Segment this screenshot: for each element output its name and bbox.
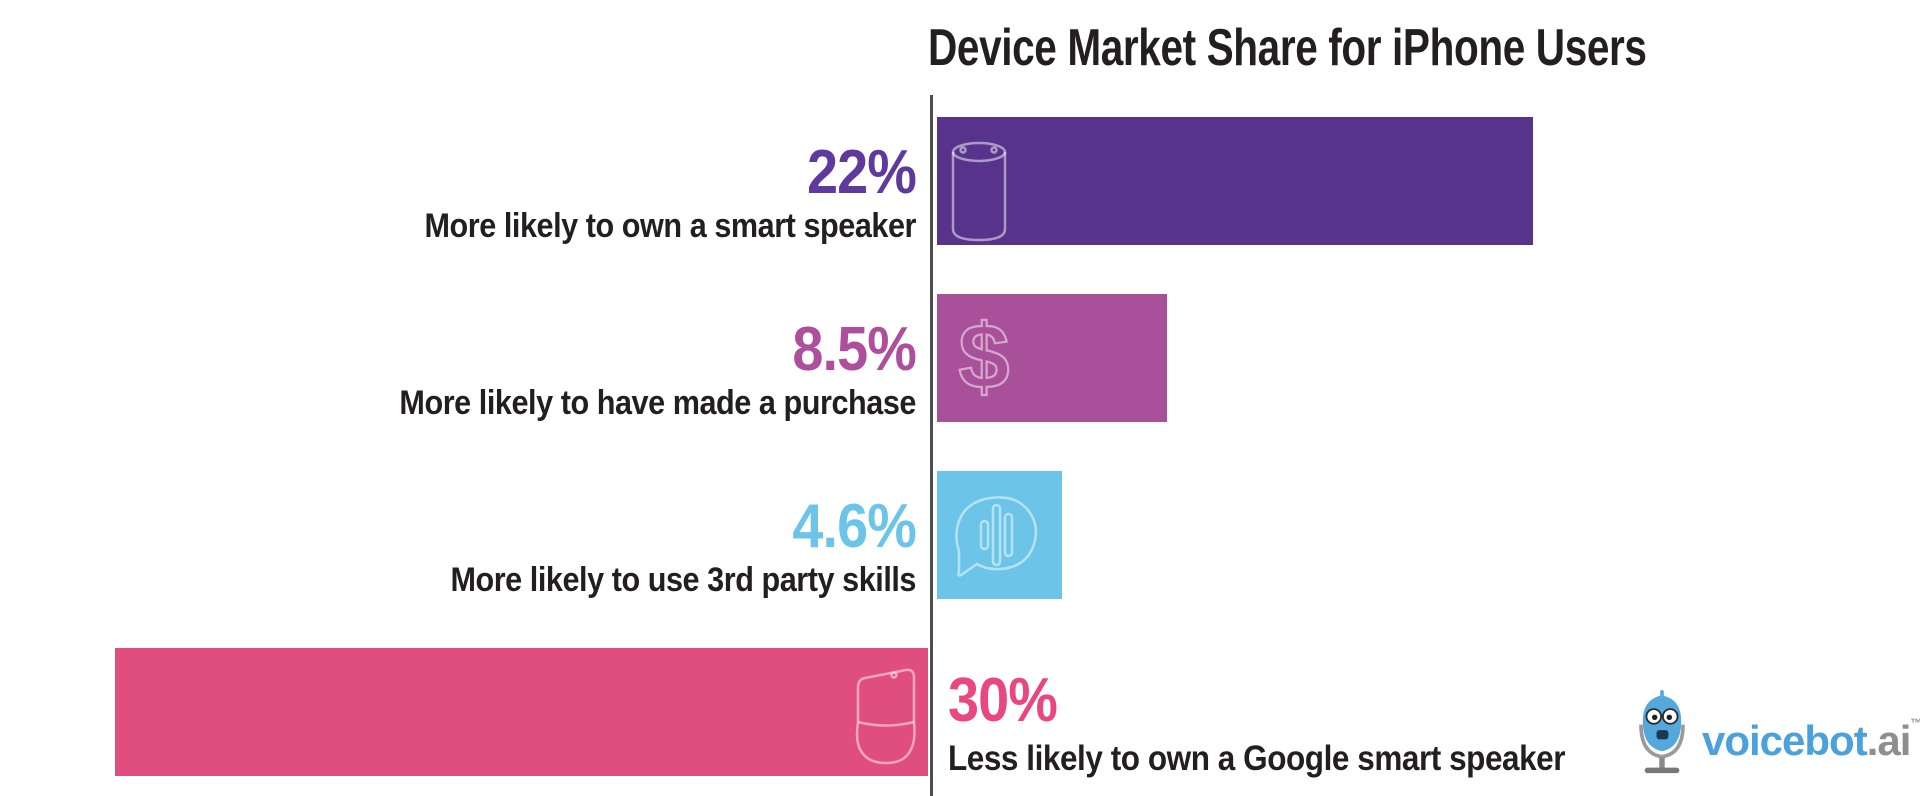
description-label: More likely to have made a purchase: [399, 384, 917, 422]
logo-text-main: voicebot: [1702, 716, 1868, 764]
axis-baseline: [930, 95, 933, 796]
bar-purchase: $: [937, 294, 1167, 422]
speech-skills-icon: [955, 496, 1038, 577]
row-label-smart-speaker: 22% More likely to own a smart speaker: [296, 138, 917, 246]
voicebot-logo: voicebot.ai™: [1630, 688, 1920, 776]
description-label: More likely to use 3rd party skills: [450, 561, 916, 599]
description-label: Less likely to own a Google smart speake…: [948, 739, 1566, 778]
logo-text-suffix: .ai: [1866, 716, 1912, 764]
svg-text:$: $: [958, 312, 1009, 406]
bar-smart-speaker: [937, 117, 1533, 245]
value-label: 30%: [948, 666, 1058, 735]
value-label: 22%: [807, 138, 917, 207]
row-label-third-party-skills: 4.6% More likely to use 3rd party skills: [296, 496, 916, 600]
value-label: 4.6%: [792, 492, 916, 561]
row-label-purchase: 8.5% More likely to have made a purchase: [296, 319, 916, 423]
description-label: More likely to own a smart speaker: [424, 207, 917, 245]
voicebot-robot-icon: [1639, 689, 1685, 774]
google-home-icon: [855, 668, 916, 765]
voicebot-wordmark: voicebot.ai™: [1702, 703, 1920, 762]
dollar-icon: $: [957, 312, 1010, 406]
trademark-symbol: ™: [1910, 715, 1920, 730]
bar-google-smart-speaker: [115, 648, 928, 776]
bar-third-party-skills: [937, 471, 1062, 599]
row-label-google-smart-speaker: 30% Less likely to own a Google smart sp…: [948, 670, 1708, 779]
value-label: 8.5%: [792, 315, 916, 384]
chart-title: Device Market Share for iPhone Users: [928, 19, 1647, 77]
smart-speaker-icon: [951, 141, 1007, 242]
